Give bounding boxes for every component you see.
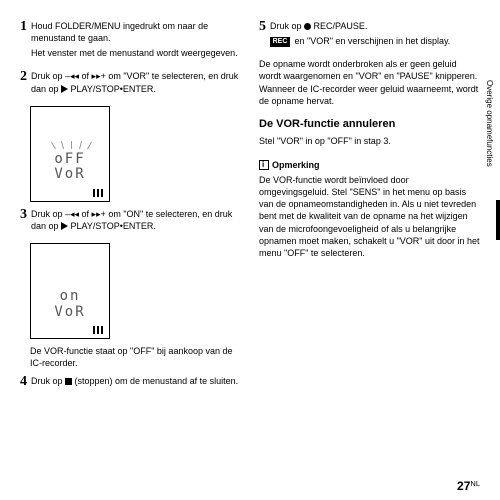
play-icon bbox=[61, 222, 68, 230]
step-number: 4 bbox=[20, 375, 27, 390]
step1-line1: Houd FOLDER/MENU ingedrukt om naar de me… bbox=[31, 20, 241, 44]
step4-text: Druk op (stoppen) om de menustand af te … bbox=[31, 375, 241, 387]
stel-line: Stel "VOR" in op "OFF" in stap 3. bbox=[259, 135, 480, 147]
note-body: De VOR-functie wordt beïnvloed door omge… bbox=[259, 174, 480, 259]
right-column: 5 Druk op REC/PAUSE. REC en "VOR" en ver… bbox=[259, 20, 480, 398]
step2-text: Druk op –◂◂ of ▸▸+ om "VOR" te selectere… bbox=[31, 70, 241, 94]
step-number: 1 bbox=[20, 20, 27, 62]
record-icon bbox=[304, 23, 311, 30]
note-label: Opmerking bbox=[272, 159, 320, 171]
left-column: 1 Houd FOLDER/MENU ingedrukt om naar de … bbox=[20, 20, 241, 398]
step-number: 2 bbox=[20, 70, 27, 97]
paragraph: De opname wordt onderbroken als er geen … bbox=[259, 58, 480, 107]
step5-line2: REC en "VOR" en verschijnen in het displ… bbox=[270, 35, 480, 47]
display-on: on VoR bbox=[30, 243, 110, 339]
step-1: 1 Houd FOLDER/MENU ingedrukt om naar de … bbox=[20, 20, 241, 62]
step-3: 3 Druk op –◂◂ of ▸▸+ om "ON" te selecter… bbox=[20, 208, 241, 235]
rec-badge-icon: REC bbox=[270, 37, 290, 47]
side-tab bbox=[496, 200, 500, 240]
play-icon bbox=[61, 85, 68, 93]
info-icon bbox=[259, 160, 269, 170]
step-5: 5 Druk op REC/PAUSE. REC en "VOR" en ver… bbox=[259, 20, 480, 50]
note-off: De VOR-functie staat op "OFF" bij aankoo… bbox=[30, 345, 241, 369]
display-line2: VoR bbox=[31, 167, 109, 182]
heading-cancel: De VOR-functie annuleren bbox=[259, 117, 480, 132]
note-header: Opmerking bbox=[259, 159, 320, 171]
step-4: 4 Druk op (stoppen) om de menustand af t… bbox=[20, 375, 241, 390]
step-2: 2 Druk op –◂◂ of ▸▸+ om "VOR" te selecte… bbox=[20, 70, 241, 97]
step1-line2: Het venster met de menustand wordt weerg… bbox=[31, 47, 241, 59]
side-label: Overige opnamefuncties bbox=[483, 80, 494, 167]
step-number: 3 bbox=[20, 208, 27, 235]
display-off: oFF VoR bbox=[30, 106, 110, 202]
page-number: 27NL bbox=[457, 478, 480, 494]
stop-icon bbox=[65, 378, 72, 385]
display-line1: on bbox=[31, 289, 109, 304]
step5-line1: Druk op REC/PAUSE. bbox=[270, 20, 480, 32]
step3-text: Druk op –◂◂ of ▸▸+ om "ON" te selecteren… bbox=[31, 208, 241, 232]
step-number: 5 bbox=[259, 20, 266, 50]
display-line1: oFF bbox=[31, 152, 109, 167]
display-line2: VoR bbox=[31, 305, 109, 320]
